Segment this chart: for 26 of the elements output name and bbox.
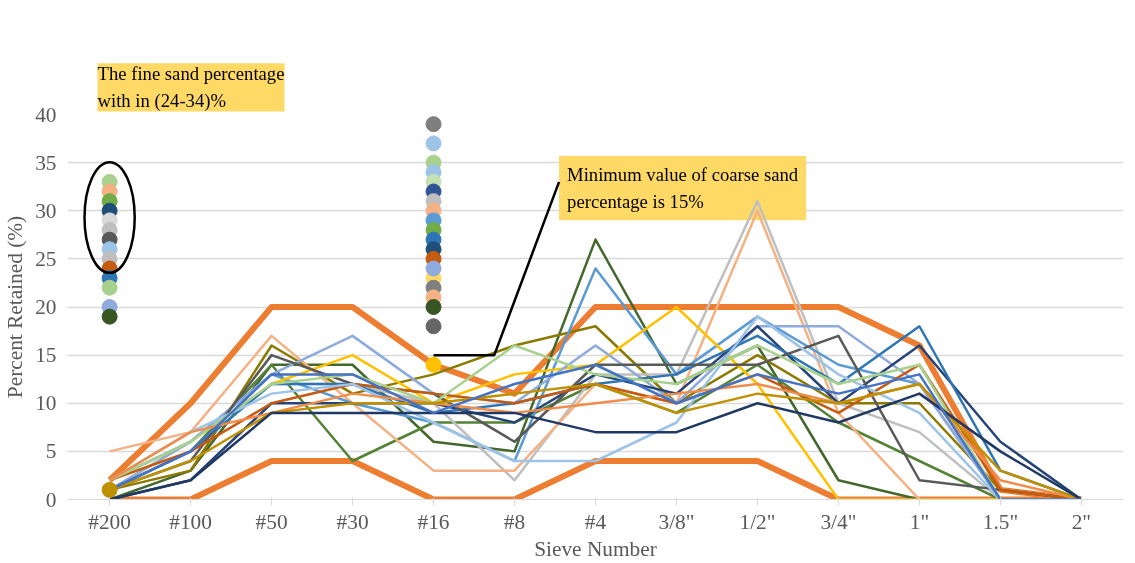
x-tick-label: 3/8" (658, 509, 695, 534)
text: The fine sand percentage with in (24-34)% (97, 63, 285, 113)
x-tick-label: #30 (336, 509, 369, 534)
y-tick-label: 0 (45, 487, 57, 512)
x-tick-label: 3/4" (820, 509, 857, 534)
x-tick-label: 1/2" (739, 509, 776, 534)
x-tick-label: 1.5" (982, 509, 1019, 534)
y-tick-label: 15 (35, 343, 57, 368)
y-tick-label: 20 (35, 295, 57, 319)
y-tick-label: 10 (35, 391, 57, 416)
x-tick-label: #50 (255, 509, 288, 534)
x-tick-label: 2" (1071, 509, 1092, 534)
y-tick-label: 5 (45, 439, 57, 464)
y-axis-title: Percent Retained (%) (3, 215, 28, 399)
y-tick-label: 35 (35, 150, 57, 175)
y-tick-label: 40 (35, 102, 57, 127)
x-tick-label: #100 (169, 509, 212, 534)
x-tick-label: #200 (88, 509, 131, 534)
x-tick-label: #16 (417, 509, 450, 534)
x-axis-title: Sieve Number (534, 536, 657, 561)
x-tick-label: 1" (909, 509, 930, 534)
x-tick-label: #8 (503, 509, 526, 534)
annotation: Minimum value of coarse sand percentage is 15% (567, 163, 799, 213)
y-tick-label: 30 (35, 198, 57, 223)
x-tick-label: #4 (584, 509, 607, 534)
y-tick-label: 25 (35, 246, 57, 271)
